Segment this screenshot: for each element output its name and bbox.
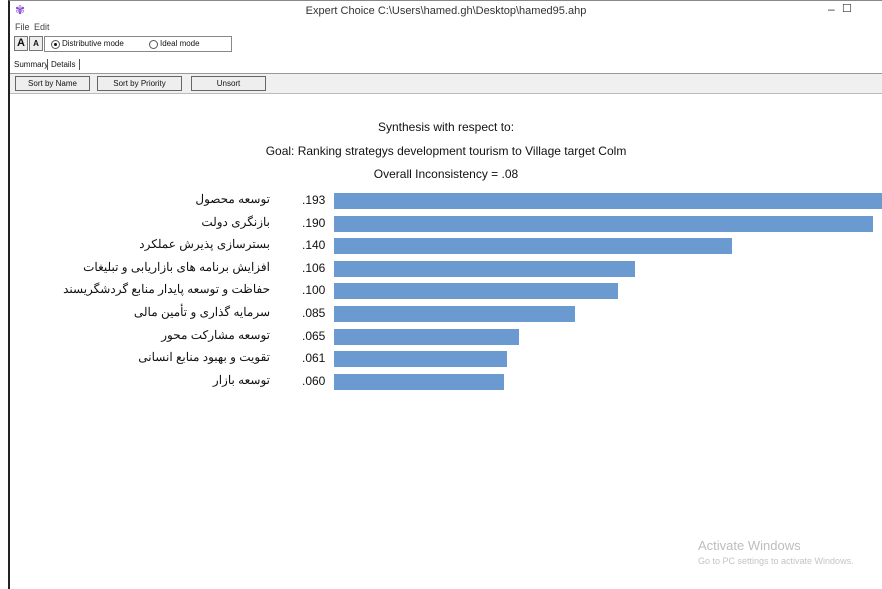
strategy-label: توسعه مشارکت محور <box>161 327 270 342</box>
priority-bar <box>334 283 618 300</box>
inconsistency-text: Overall Inconsistency = .08 <box>373 167 519 181</box>
ideal-mode-label[interactable]: Ideal mode <box>160 39 200 48</box>
strategy-label: سرمایه گذاری و تأمین مالی <box>133 305 270 319</box>
sort-by-name-button[interactable]: Sort by Name <box>15 76 90 91</box>
goal-text: Goal: Ranking strategys development tour… <box>265 144 627 158</box>
strategy-label: توسعه بازار <box>212 372 270 387</box>
font-mode-toolbar: A A Distributive mode Ideal mode <box>10 35 882 53</box>
app-window: ✾ Expert Choice C:\Users\hamed.gh\Deskto… <box>8 0 882 589</box>
strategy-label: توسعه محصول <box>195 192 270 206</box>
menu-file[interactable]: File <box>15 22 30 32</box>
unsort-button[interactable]: Unsort <box>191 76 266 91</box>
minimize-icon[interactable]: – <box>828 2 835 16</box>
tab-summary[interactable]: Summary <box>14 60 49 69</box>
priority-value: .061 <box>302 351 326 366</box>
activate-windows-title: Activate Windows <box>698 538 801 553</box>
priority-bar <box>334 373 504 390</box>
ideal-mode-radio[interactable] <box>149 40 158 49</box>
priority-value: .100 <box>302 283 326 298</box>
activate-windows-subtitle: Go to PC settings to activate Windows. <box>698 556 854 566</box>
priority-value: .085 <box>302 306 326 320</box>
strategy-label: افزایش برنامه های بازاریابی و تبلیغات <box>83 259 270 274</box>
menu-edit[interactable]: Edit <box>34 22 50 32</box>
priority-value: .106 <box>302 260 326 275</box>
tab-divider <box>47 59 48 70</box>
priority-bar <box>334 238 732 255</box>
distributive-mode-radio[interactable] <box>51 40 60 49</box>
window-title: Expert Choice C:\Users\hamed.gh\Desktop\… <box>305 5 587 17</box>
title-bar[interactable]: ✾ Expert Choice C:\Users\hamed.gh\Deskto… <box>10 1 882 21</box>
priority-value: .140 <box>302 238 326 253</box>
sort-by-priority-button[interactable]: Sort by Priority <box>97 76 182 91</box>
strategy-label: بسترسازی پذیرش عملکرد <box>139 237 270 252</box>
maximize-icon[interactable]: ☐ <box>842 3 852 15</box>
decrease-font-button[interactable]: A <box>29 36 43 51</box>
priority-value: .190 <box>302 215 326 230</box>
mode-selector: Distributive mode Ideal mode <box>44 36 232 52</box>
increase-font-button[interactable]: A <box>14 36 28 51</box>
expert-choice-icon[interactable]: ✾ <box>15 3 26 17</box>
priority-value: .065 <box>302 328 326 343</box>
strategy-label: بازنگری دولت <box>201 214 270 229</box>
tab-divider <box>79 59 80 70</box>
priority-bar <box>334 215 873 232</box>
priority-value: .193 <box>302 193 326 207</box>
priority-value: .060 <box>302 373 326 388</box>
sort-toolbar: Sort by Name Sort by Priority Unsort <box>10 73 882 94</box>
priority-bar <box>334 260 635 277</box>
distributive-mode-label[interactable]: Distributive mode <box>62 39 124 48</box>
strategy-label: تقویت و بهبود منابع انسانی <box>138 350 270 365</box>
priority-bar <box>334 193 882 209</box>
tab-details[interactable]: Details <box>51 60 76 69</box>
priority-bar <box>334 306 575 322</box>
priority-bar <box>334 351 507 368</box>
synthesis-heading: Synthesis with respect to: <box>377 120 515 134</box>
priority-bar <box>334 328 519 345</box>
strategy-label: حفاظت و توسعه پایدار منابع گردشگریسند <box>63 282 270 297</box>
